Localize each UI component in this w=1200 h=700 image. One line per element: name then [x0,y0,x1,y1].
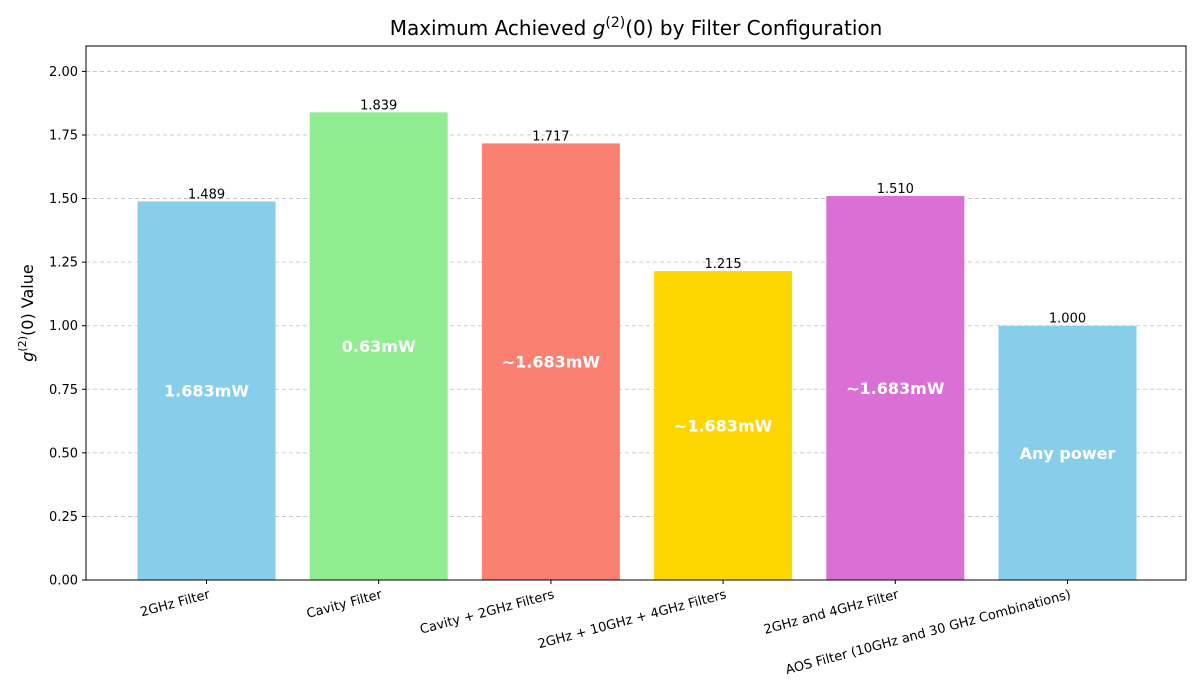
x-tick-label: 2GHz + 10GHz + 4GHz Filters [536,587,728,652]
bar-value-label: 1.717 [532,129,569,144]
bar-value-label: 1.510 [877,182,914,197]
bars: 1.489 1.683mW 1.839 0.63mW 1.717 ~1.683mW 1.21… [137,98,1137,581]
bar-power-label: Any power [1020,444,1116,463]
y-tick-label: 0.25 [49,510,78,525]
bar [826,196,965,580]
bar [481,143,620,581]
y-tick-label: 1.75 [49,129,78,144]
bar-power-label: 0.63mW [342,337,416,356]
chart-title: Maximum Achieved g(2)(0) by Filter Confi… [390,15,883,40]
bar-power-label: ~1.683mW [846,379,945,398]
bar-value-label: 1.839 [360,98,397,113]
bar [137,201,276,580]
y-tick-label: 1.00 [49,319,78,334]
y-axis-label: g(2)(0) Value [16,264,37,361]
plot-frame [85,45,1187,581]
y-tick-label: 0.00 [49,574,78,589]
bar [998,325,1137,580]
bar-value-label: 1.000 [1049,312,1086,327]
y-tick-label: 2.00 [49,65,78,80]
x-tick-label: 2GHz and 4GHz Filter [762,587,901,638]
bar [309,112,448,581]
bar [654,271,793,580]
bar-power-label: ~1.683mW [674,417,773,436]
bar-value-label: 1.489 [188,187,225,202]
x-tick-label: Cavity + 2GHz Filters [418,587,556,637]
bar-power-label: ~1.683mW [502,353,601,372]
y-tick-label: 0.50 [49,446,78,461]
x-tick-label: 2GHz Filter [139,587,212,620]
y-tick-label: 0.75 [49,383,78,398]
x-tick-label: Cavity Filter [305,587,384,622]
bar-value-label: 1.215 [704,257,741,272]
x-tick-label: AOS Filter (10GHz and 30 GHz Combination… [784,587,1072,678]
y-tick-label: 1.25 [49,256,78,271]
bar-power-label: 1.683mW [164,382,249,401]
y-tick-label: 1.50 [49,192,78,207]
